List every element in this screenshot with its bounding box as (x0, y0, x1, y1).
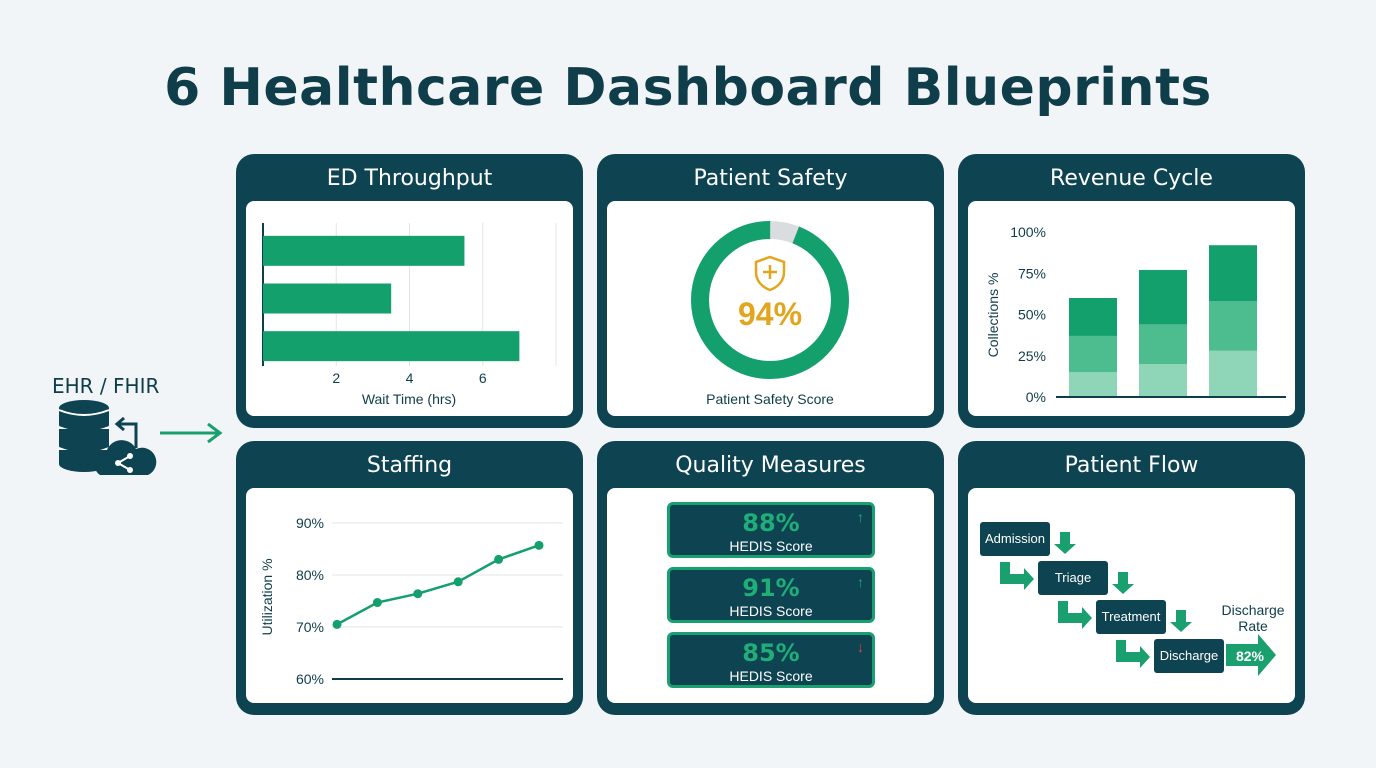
quality-value: 88% (742, 509, 800, 537)
card-body: 100% 75% 50% 25% 0% Collections % (968, 201, 1295, 416)
quality-value: 85% (742, 639, 800, 667)
card-revenue-cycle: Revenue Cycle 100% 75% 50% 25% 0% Collections… (958, 154, 1305, 428)
bar-segment (1069, 298, 1117, 336)
tick-label: 2 (332, 370, 340, 386)
page-title: 6 Healthcare Dashboard Blueprints (164, 58, 1212, 118)
data-point (332, 619, 342, 629)
flow-step-admission: Admission (980, 522, 1050, 556)
bar-segment (1209, 350, 1257, 397)
axis-label: Utilization % (259, 558, 275, 635)
arrow-icon (160, 422, 223, 444)
card-body: 2 4 6 Wait Time (hrs) (246, 201, 573, 416)
quality-value: 91% (742, 574, 800, 602)
discharge-rate-value: 82% (1235, 648, 1265, 664)
data-point (494, 554, 504, 564)
card-body: 90% 80% 70% 60% Utilization % (246, 488, 573, 703)
tick-label: 25% (1018, 348, 1046, 364)
flow-arrow-icons (1000, 532, 1276, 676)
data-point (413, 589, 423, 599)
axis-label: Collections % (985, 273, 1001, 358)
shield-shape (754, 255, 786, 292)
shield-plus-icon (754, 255, 786, 292)
card-ed-throughput: ED Throughput 2 4 6 Wait Time (hrs) (236, 154, 583, 428)
card-body: 88% HEDIS Score ↑ 91% HEDIS Score ↑ 85% … (607, 488, 934, 703)
quality-label: HEDIS Score (729, 538, 813, 554)
trend-up-icon: ↑ (857, 574, 864, 590)
flow-arrow-icon (1226, 634, 1276, 676)
bar-segment (1139, 269, 1187, 325)
staffing-chart: 90% 80% 70% 60% Utilization % (259, 515, 563, 687)
card-title: Patient Safety (693, 166, 848, 191)
flow-arrows (1000, 532, 1276, 676)
flow-arrow-icon (1112, 572, 1134, 594)
flow-arrow-icon (1170, 610, 1192, 632)
tick-label: 4 (406, 370, 414, 386)
quality-tile: 88% HEDIS Score ↑ (667, 502, 875, 558)
flow-step-discharge: Discharge (1154, 639, 1224, 673)
tick-label: 100% (1010, 224, 1046, 240)
trend-up-icon: ↑ (857, 509, 864, 525)
series-line (336, 544, 540, 626)
flow-step-triage: Triage (1038, 561, 1108, 595)
revenue-cycle-chart: 100% 75% 50% 25% 0% Collections % (985, 224, 1286, 405)
bar-segment (1209, 245, 1257, 302)
tick-label: 6 (479, 370, 487, 386)
card-patient-flow: Patient Flow Admission Triage Treatment … (958, 441, 1305, 715)
tick-label: 50% (1018, 307, 1046, 323)
data-point (372, 598, 382, 608)
donut-slice (691, 221, 849, 379)
card-title: Quality Measures (675, 453, 866, 478)
bar-segment (1139, 364, 1187, 397)
card-title: Staffing (366, 453, 453, 478)
tick-label: 60% (296, 671, 324, 687)
plus-shape (763, 265, 777, 279)
bar-segment (1069, 335, 1117, 373)
safety-score-label: Patient Safety Score (706, 391, 834, 407)
quality-label: HEDIS Score (729, 668, 813, 684)
flow-arrow-icon (1058, 601, 1092, 629)
card-staffing: Staffing 90% 80% 70% 60% Utilization % (236, 441, 583, 715)
tick-label: 70% (296, 619, 324, 635)
tick-label: 0% (1026, 389, 1046, 405)
flow-step-treatment: Treatment (1096, 600, 1166, 634)
discharge-rate-label: Discharge Rate (1221, 602, 1285, 634)
flow-arrow-icon (1054, 532, 1076, 554)
card-title: ED Throughput (326, 166, 493, 191)
trend-down-icon: ↓ (857, 639, 864, 655)
ehr-label: EHR / FHIR (52, 374, 160, 398)
bar-segment (1209, 301, 1257, 351)
card-quality-measures: Quality Measures 88% HEDIS Score ↑ 91% H… (597, 441, 944, 715)
sync-arrow-icon (114, 416, 138, 448)
card-title: Patient Flow (1064, 453, 1199, 478)
bar (263, 283, 392, 314)
ehr-source: EHR / FHIR (40, 372, 230, 492)
card-patient-safety: Patient Safety 94% Patient Safety Score (597, 154, 944, 428)
flow-arrow-icon (1116, 640, 1150, 668)
ehr-graphic (58, 400, 223, 475)
quality-tile: 85% HEDIS Score ↓ (667, 632, 875, 688)
data-point (534, 540, 544, 550)
bar (263, 331, 520, 362)
quality-tile: 91% HEDIS Score ↑ (667, 567, 875, 623)
card-body: 94% Patient Safety Score (607, 201, 934, 416)
ed-throughput-chart: 2 4 6 Wait Time (hrs) (262, 223, 557, 407)
tick-label: 75% (1018, 265, 1046, 281)
axis-label: Wait Time (hrs) (362, 391, 456, 407)
card-title: Revenue Cycle (1050, 166, 1213, 191)
bar-segment (1069, 372, 1117, 397)
data-point (453, 577, 463, 587)
flow-arrow-icon (1000, 562, 1034, 590)
bar-segment (1139, 324, 1187, 364)
patient-safety-chart: 94% Patient Safety Score (691, 221, 849, 407)
tick-label: 80% (296, 567, 324, 583)
safety-score-value: 94% (738, 296, 802, 332)
quality-label: HEDIS Score (729, 603, 813, 619)
card-body: Admission Triage Treatment Discharge Dis… (968, 488, 1295, 703)
cloud-share-icon (94, 440, 157, 475)
tick-label: 90% (296, 515, 324, 531)
bar (263, 235, 465, 266)
